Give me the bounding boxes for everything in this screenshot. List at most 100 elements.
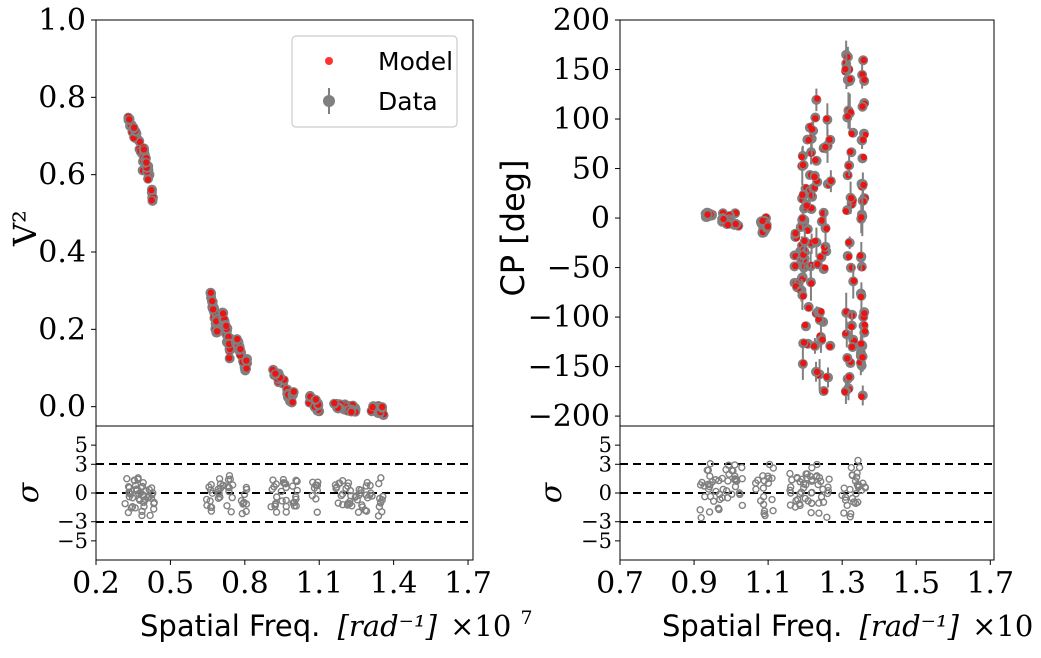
cp-model-point (800, 339, 808, 346)
cp-ytick-label: −200 (528, 399, 610, 434)
v2-model-point (290, 388, 297, 395)
cp-residual-ytick-label: 3 (599, 452, 612, 476)
cp-residual-point (854, 456, 862, 465)
v2-model-point (144, 176, 152, 183)
cp-residual-point (764, 479, 773, 487)
cp-model-point (823, 115, 830, 122)
cp-model-point (801, 237, 808, 245)
cp-residual-point (696, 506, 704, 514)
v2-residual-point (281, 480, 290, 488)
cp-ylabel: CP [deg] (494, 159, 532, 296)
cp-residual-point (840, 484, 848, 492)
cp-residual-point (768, 474, 776, 482)
v2-residual-point (355, 485, 363, 494)
cp-model-point (841, 388, 848, 396)
cp-model-point (798, 153, 805, 161)
cp-model-point (860, 198, 867, 205)
v2-panel: 0.0 0.2 0.4 0.6 0.8 1.0 V² Model Data (6, 3, 474, 427)
cp-model-point (799, 215, 806, 222)
v2-residual-ytick-label: 5 (75, 433, 88, 457)
v2-model-point (272, 370, 279, 377)
cp-model-point (856, 252, 864, 259)
v2-residual-point (128, 502, 137, 511)
v2-residual-point (206, 503, 215, 512)
cp-model-point (846, 76, 854, 83)
cp-xtick-label: 1.7 (966, 566, 1014, 601)
cp-residual-ytick-label: 5 (599, 433, 612, 457)
cp-residual-point (697, 513, 705, 522)
cp-residual-point (738, 501, 747, 510)
legend-model-marker (325, 57, 333, 65)
cp-model-point (842, 65, 849, 73)
cp-model-point (812, 156, 819, 164)
v2-ytick-label: 1.0 (38, 3, 86, 38)
v2-residual-point (239, 500, 247, 508)
v2-residual-point (313, 508, 321, 516)
v2-residual-point (138, 511, 146, 520)
cp-residual-point (813, 460, 821, 469)
cp-residual-point (715, 505, 723, 514)
v2-model-point (148, 186, 155, 194)
v2-model-point (213, 318, 220, 325)
cp-residual-points (696, 456, 870, 522)
cp-model-point (811, 173, 818, 180)
cp-model-point (799, 191, 806, 199)
cp-model-point (827, 177, 835, 184)
v2-xlabel: Spatial Freq. [rad⁻¹] ×10 7 (140, 607, 533, 643)
cp-residual-ytick-label: −5 (581, 529, 612, 553)
v2-residual-point (313, 481, 321, 490)
v2-xtick-label: 0.5 (147, 566, 195, 601)
cp-residual-point (854, 498, 862, 506)
cp-residual-ytick-label: 0 (599, 481, 612, 505)
v2-x-ticks: 0.2 0.5 0.8 1.1 1.4 1.7 (72, 560, 492, 601)
cp-model-point (842, 208, 849, 215)
cp-model-point (801, 321, 809, 329)
v2-residual-point (242, 483, 251, 492)
cp-model-point (759, 217, 766, 225)
v2-residual-point (242, 507, 250, 516)
v2-xtick-label: 1.1 (295, 566, 343, 601)
cp-model-point (800, 360, 807, 367)
v2-residual-point (216, 493, 224, 501)
v2-model-point (243, 357, 250, 364)
cp-residual-point (759, 500, 768, 509)
cp-residual-point (728, 490, 736, 498)
v2-residual-point (338, 500, 347, 509)
v2-residual-point (224, 475, 233, 484)
cp-model-point (857, 293, 865, 301)
v2-xtick-label: 1.7 (444, 566, 492, 601)
cp-model-point (845, 162, 852, 170)
cp-residual-point (850, 498, 858, 506)
cp-residual-point (709, 497, 718, 505)
cp-residual-point (819, 498, 828, 506)
cp-residual-point (759, 484, 768, 492)
v2-residual-point (238, 509, 246, 518)
cp-residual-point (764, 472, 772, 480)
cp-ytick-label: −100 (528, 300, 610, 335)
v2-residual-ylabel: σ (11, 481, 46, 503)
cp-model-point (858, 214, 865, 221)
v2-model-point (130, 124, 138, 131)
cp-model-point (860, 181, 867, 189)
v2-model-point (379, 403, 386, 411)
cp-residual-point (768, 495, 776, 504)
v2-model-point (237, 345, 244, 353)
cp-residual-point (703, 466, 711, 474)
cp-residual-point (857, 486, 866, 495)
cp-residual-point (793, 474, 801, 483)
v2-model-point (243, 365, 250, 372)
cp-residual-point (852, 490, 860, 498)
cp-model-point (821, 244, 828, 251)
v2-ytick-label: 0.0 (38, 390, 86, 425)
v2-residual-point (240, 490, 249, 499)
legend-data-marker (323, 95, 335, 107)
cp-residual-ytick-label: −3 (581, 510, 612, 534)
v2-residual-point (337, 491, 345, 500)
v2-residual-point (148, 491, 156, 499)
v2-model-point (209, 306, 217, 313)
v2-residual-point (139, 479, 147, 487)
cp-model-point (792, 262, 799, 270)
v2-model-point (140, 146, 148, 153)
v2-residual-point (289, 499, 297, 507)
cp-residual-point (708, 478, 717, 486)
